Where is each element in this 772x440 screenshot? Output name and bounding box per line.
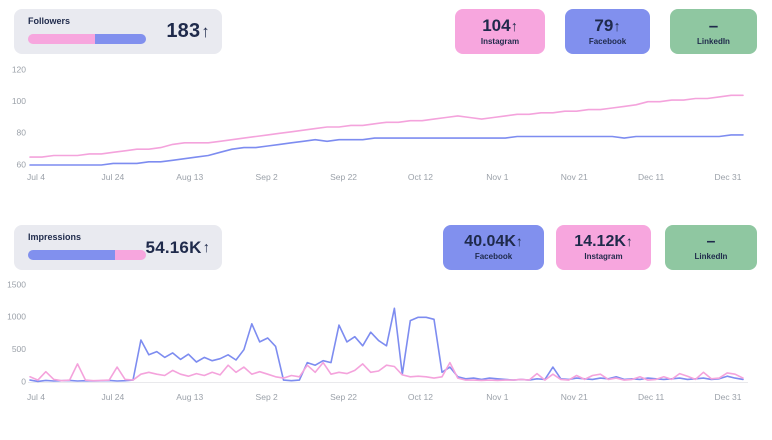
up-arrow-icon: ↑ bbox=[625, 233, 633, 249]
followers-instagram-value: 104↑ bbox=[482, 15, 518, 35]
followers-facebook-label: Facebook bbox=[588, 37, 627, 47]
y-tick-label: 0 bbox=[21, 376, 26, 386]
bar-segment-facebook bbox=[95, 34, 146, 44]
series-line-instagram bbox=[29, 94, 744, 158]
x-tick-label: Dec 31 bbox=[715, 392, 742, 402]
up-arrow-icon: ↑ bbox=[202, 239, 210, 256]
x-tick-label: Sep 22 bbox=[330, 172, 357, 182]
x-tick-label: Nov 21 bbox=[561, 172, 588, 182]
series-line-facebook bbox=[29, 307, 744, 383]
impressions-summary-card: Impressions 54.16K ↑ bbox=[14, 225, 222, 270]
impressions-instagram-value: 14.12K↑ bbox=[574, 232, 633, 250]
followers-summary-card: Followers 183 ↑ bbox=[14, 9, 222, 54]
followers-split-bar bbox=[28, 34, 146, 44]
impressions-linkedin-label: LinkedIn bbox=[694, 252, 728, 262]
up-arrow-icon: ↑ bbox=[201, 21, 210, 41]
y-tick-label: 1500 bbox=[7, 280, 26, 289]
followers-total-number: 183 bbox=[166, 20, 201, 42]
series-line-facebook bbox=[29, 134, 744, 166]
impressions-facebook-label: Facebook bbox=[474, 252, 513, 262]
followers-instagram-label: Instagram bbox=[480, 37, 520, 47]
x-tick-label: Jul 24 bbox=[102, 392, 125, 402]
up-arrow-icon: ↑ bbox=[515, 233, 523, 249]
x-tick-label: Nov 1 bbox=[486, 172, 508, 182]
followers-card-instagram[interactable]: 104↑ Instagram bbox=[455, 9, 545, 54]
x-tick-label: Oct 12 bbox=[408, 392, 433, 402]
y-tick-label: 1000 bbox=[7, 312, 26, 322]
impressions-instagram-label: Instagram bbox=[584, 252, 623, 262]
followers-linkedin-value: – bbox=[708, 15, 719, 35]
up-arrow-icon: ↑ bbox=[510, 18, 518, 35]
x-tick-label: Dec 11 bbox=[638, 172, 665, 182]
x-tick-label: Jul 4 bbox=[27, 392, 45, 402]
y-tick-label: 80 bbox=[17, 128, 27, 138]
y-tick-label: 100 bbox=[12, 96, 26, 106]
bar-segment-instagram bbox=[115, 250, 146, 260]
y-tick-label: 500 bbox=[12, 344, 26, 354]
bar-segment-facebook bbox=[28, 250, 116, 260]
x-tick-label: Dec 31 bbox=[715, 172, 742, 182]
x-tick-label: Nov 1 bbox=[486, 392, 508, 402]
x-tick-label: Aug 13 bbox=[176, 392, 203, 402]
x-tick-label: Sep 22 bbox=[330, 392, 357, 402]
followers-linkedin-label: LinkedIn bbox=[697, 37, 730, 47]
y-tick-label: 60 bbox=[17, 159, 27, 169]
impressions-card-instagram[interactable]: 14.12K↑ Instagram bbox=[556, 225, 651, 270]
y-tick-label: 120 bbox=[12, 64, 26, 74]
impressions-facebook-value: 40.04K↑ bbox=[464, 232, 523, 250]
x-tick-label: Jul 24 bbox=[102, 172, 125, 182]
x-tick-label: Dec 11 bbox=[638, 392, 665, 402]
impressions-title: Impressions bbox=[28, 232, 82, 242]
x-tick-label: Nov 21 bbox=[561, 392, 588, 402]
impressions-total-value: 54.16K ↑ bbox=[146, 225, 210, 270]
x-tick-label: Sep 2 bbox=[256, 392, 278, 402]
followers-title: Followers bbox=[28, 16, 71, 26]
impressions-card-facebook[interactable]: 40.04K↑ Facebook bbox=[443, 225, 544, 270]
impressions-split-bar bbox=[28, 250, 146, 260]
x-tick-label: Jul 4 bbox=[27, 172, 45, 182]
followers-card-facebook[interactable]: 79↑ Facebook bbox=[565, 9, 650, 54]
x-tick-label: Sep 2 bbox=[256, 172, 278, 182]
followers-card-linkedin[interactable]: – LinkedIn bbox=[670, 9, 757, 54]
x-tick-label: Oct 12 bbox=[408, 172, 433, 182]
impressions-linkedin-value: – bbox=[706, 232, 716, 250]
impressions-card-linkedin[interactable]: – LinkedIn bbox=[665, 225, 757, 270]
followers-total-value: 183 ↑ bbox=[166, 9, 210, 54]
up-arrow-icon: ↑ bbox=[613, 18, 621, 35]
x-tick-label: Aug 13 bbox=[176, 172, 203, 182]
impressions-total-number: 54.16K bbox=[145, 237, 202, 257]
followers-facebook-value: 79↑ bbox=[594, 15, 621, 35]
bar-segment-instagram bbox=[28, 34, 96, 44]
series-line-instagram bbox=[29, 361, 744, 382]
